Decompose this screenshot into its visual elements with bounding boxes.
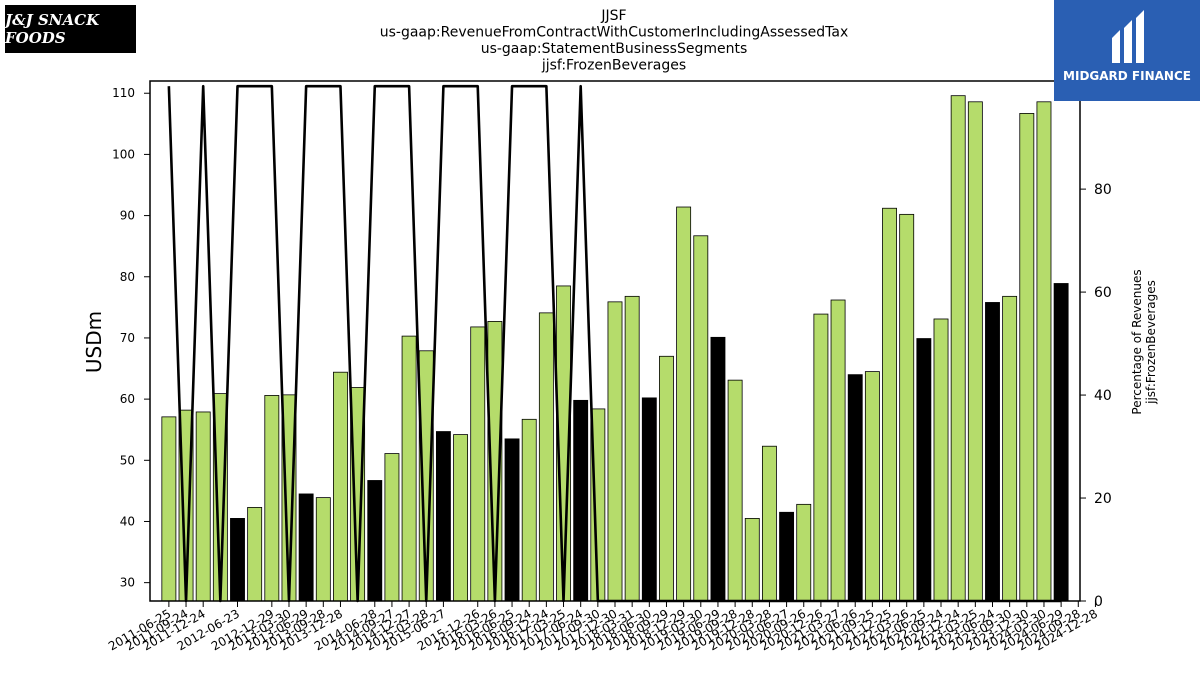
bar	[779, 511, 795, 602]
bar	[1053, 283, 1069, 602]
bar	[573, 399, 589, 602]
y2-axis-label-line: Percentage of Revenues	[1130, 269, 1144, 414]
x-axis: 2011-06-252011-09-242011-12-242012-06-23…	[106, 601, 1100, 653]
y2-axis-label-line: jjsf:FrozenBeverages	[1144, 280, 1158, 405]
title-line: JJSF	[600, 8, 626, 24]
bar	[264, 395, 280, 602]
y-tick-label: 70	[120, 331, 135, 345]
bar	[607, 301, 623, 602]
bar	[967, 101, 983, 602]
bar	[367, 480, 383, 602]
bar	[247, 506, 263, 602]
y2-tick-label: 0	[1094, 594, 1103, 610]
bar	[333, 371, 348, 602]
bar	[161, 416, 177, 602]
bar	[504, 438, 520, 602]
bar	[453, 434, 469, 602]
y-tick-label: 30	[120, 576, 135, 590]
bar	[315, 497, 331, 602]
bar	[727, 379, 743, 602]
bar	[950, 95, 966, 602]
y-tick-label: 50	[120, 453, 135, 467]
bar	[435, 431, 451, 602]
jj-snack-foods-logo: J&J SNACK FOODS	[5, 5, 136, 53]
bar	[864, 371, 880, 602]
bar	[882, 207, 897, 602]
bar	[933, 318, 949, 602]
y2-tick-label: 20	[1094, 491, 1112, 507]
bar	[676, 206, 692, 602]
chart-title: JJSFus-gaap:RevenueFromContractWithCusto…	[380, 8, 849, 74]
bar	[916, 338, 932, 602]
y2-tick-label: 40	[1094, 388, 1112, 404]
y-axis-label: USDm	[82, 311, 106, 373]
y2-tick-label: 60	[1094, 285, 1112, 301]
bar	[847, 374, 863, 602]
y-tick-label: 90	[120, 209, 135, 223]
bar	[384, 453, 400, 602]
y-tick-label: 60	[120, 392, 135, 406]
bar	[744, 518, 760, 602]
bar	[985, 302, 1000, 602]
y-tick-label: 110	[112, 86, 135, 100]
midgard-finance-logo-text: MIDGARD FINANCE	[1063, 69, 1191, 83]
bar	[710, 336, 726, 602]
title-line: us-gaap:RevenueFromContractWithCustomerI…	[380, 25, 849, 41]
bar	[624, 295, 640, 602]
midgard-monogram-icon	[1112, 10, 1144, 63]
bar	[830, 299, 846, 602]
bar	[1002, 295, 1018, 602]
bar	[899, 213, 915, 602]
title-line: jjsf:FrozenBeverages	[541, 58, 686, 74]
bar	[641, 397, 657, 602]
bar	[796, 503, 812, 602]
bar	[230, 518, 245, 602]
bar	[298, 493, 314, 602]
bar	[401, 335, 417, 602]
bar	[761, 445, 777, 602]
title-line: us-gaap:StatementBusinessSegments	[481, 41, 748, 57]
y2-axis-label: Percentage of Revenues jjsf:FrozenBeverag…	[1130, 269, 1158, 414]
y-tick-label: 80	[120, 270, 135, 284]
y-tick-label: 40	[120, 514, 135, 528]
jj-snack-foods-logo-text: J&J SNACK FOODS	[5, 11, 100, 47]
y2-tick-label: 80	[1094, 182, 1112, 198]
bar	[1019, 113, 1035, 602]
bar	[1036, 101, 1052, 602]
bar	[521, 418, 537, 602]
bar	[813, 313, 829, 602]
bar	[470, 326, 486, 602]
y-tick-label: 100	[112, 147, 135, 161]
bar	[693, 235, 709, 602]
bar	[195, 411, 211, 602]
midgard-finance-logo: MIDGARD FINANCE	[1054, 0, 1200, 101]
y2-axis: 020406080100	[1080, 79, 1121, 610]
bar	[538, 312, 554, 602]
bar	[659, 355, 674, 602]
y-axis: 30 40 50 60 70 80 90 100 110	[112, 86, 150, 590]
